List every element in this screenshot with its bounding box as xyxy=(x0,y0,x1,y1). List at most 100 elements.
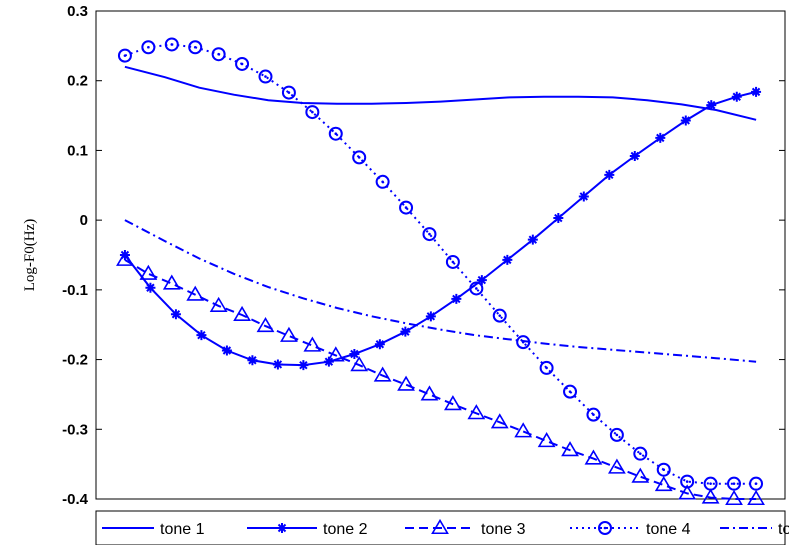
data-point-center xyxy=(357,156,361,159)
data-point-center xyxy=(170,43,174,46)
data-point xyxy=(119,250,130,260)
data-point xyxy=(162,274,181,290)
data-point-center xyxy=(568,390,572,393)
data-point-center xyxy=(592,413,595,416)
data-point-center xyxy=(428,232,431,236)
data-point-center xyxy=(639,452,642,455)
legend: tone 1 tone 2 tone 3 tone 4 tone 5 xyxy=(102,518,789,538)
series-tone-1 xyxy=(124,65,757,121)
data-point xyxy=(164,37,179,52)
data-point xyxy=(374,339,385,350)
data-point xyxy=(420,385,439,401)
data-point xyxy=(727,476,742,491)
data-point xyxy=(188,40,203,55)
data-point xyxy=(375,174,390,189)
data-point xyxy=(655,132,666,143)
y-tick-label: -0.4 xyxy=(62,491,89,508)
data-point xyxy=(490,413,509,429)
data-point xyxy=(629,151,640,162)
data-point-center xyxy=(217,52,220,56)
data-point xyxy=(749,476,764,491)
data-point xyxy=(731,91,742,102)
y-axis: 0.3 0.2 0.1 0 -0.1 -0.2 -0.3 -0.4 xyxy=(62,3,785,508)
data-point xyxy=(425,311,436,322)
series-line xyxy=(124,65,757,121)
data-point xyxy=(706,100,717,111)
data-point xyxy=(680,474,695,489)
data-point-center xyxy=(615,433,619,437)
data-point xyxy=(604,169,615,180)
series-line xyxy=(124,90,757,367)
series-tone-2 xyxy=(119,86,762,371)
data-point-center xyxy=(498,314,502,317)
y-tick-label: 0.1 xyxy=(67,142,88,159)
data-point xyxy=(221,345,232,356)
series-tone-4 xyxy=(117,37,764,491)
data-point xyxy=(467,404,486,420)
data-point-center xyxy=(709,482,712,485)
data-point xyxy=(561,441,579,457)
data-point xyxy=(492,308,507,323)
data-point xyxy=(633,446,648,461)
data-point xyxy=(328,126,343,141)
data-point xyxy=(578,191,589,202)
series-tone-3 xyxy=(116,250,765,506)
data-point-center xyxy=(475,287,478,290)
data-point-center xyxy=(754,482,758,485)
data-point-center xyxy=(685,480,689,483)
data-point-center xyxy=(381,180,384,184)
data-point xyxy=(399,200,414,215)
y-tick-label: -0.3 xyxy=(62,421,88,438)
series-line xyxy=(124,259,757,500)
series-line xyxy=(124,43,757,485)
data-point xyxy=(656,462,671,477)
data-point xyxy=(607,458,626,474)
data-point xyxy=(170,309,181,320)
data-point xyxy=(397,375,415,391)
y-tick-label: 0.2 xyxy=(67,73,88,90)
data-point xyxy=(751,86,762,97)
data-point xyxy=(400,326,411,337)
data-point xyxy=(444,395,462,411)
data-point-center xyxy=(123,54,127,57)
data-point xyxy=(233,305,251,322)
data-point xyxy=(527,234,538,245)
data-point xyxy=(451,293,462,304)
legend-label: tone 2 xyxy=(323,521,368,538)
data-point xyxy=(256,317,275,333)
data-point xyxy=(247,355,258,366)
data-point xyxy=(373,366,392,382)
y-tick-label: -0.1 xyxy=(62,282,88,299)
series-layer xyxy=(116,37,765,506)
data-point-center xyxy=(147,45,150,49)
data-point xyxy=(654,475,673,492)
y-axis-label: Log-F0(Hz) xyxy=(22,219,38,291)
legend-label: tone 5 xyxy=(778,521,789,538)
data-point xyxy=(209,296,228,312)
data-point xyxy=(725,489,743,506)
data-point-center xyxy=(311,110,314,114)
data-point xyxy=(326,346,345,362)
data-point xyxy=(272,359,283,370)
data-point xyxy=(539,360,554,375)
data-point xyxy=(553,213,564,224)
y-tick-label: -0.2 xyxy=(62,352,88,369)
data-point xyxy=(281,85,296,100)
data-point xyxy=(598,521,612,535)
data-point-center xyxy=(193,45,197,49)
data-point xyxy=(631,467,650,483)
data-point xyxy=(747,489,765,506)
legend-label: tone 3 xyxy=(481,521,526,538)
data-point xyxy=(305,105,320,120)
data-point xyxy=(349,348,360,359)
data-point xyxy=(586,407,601,422)
data-point xyxy=(350,356,369,372)
data-point xyxy=(563,384,578,399)
data-point xyxy=(680,115,691,126)
legend-label: tone 4 xyxy=(646,521,691,538)
data-point xyxy=(117,48,132,63)
data-point xyxy=(701,488,720,504)
data-point-center xyxy=(404,206,408,209)
data-point xyxy=(476,275,487,286)
